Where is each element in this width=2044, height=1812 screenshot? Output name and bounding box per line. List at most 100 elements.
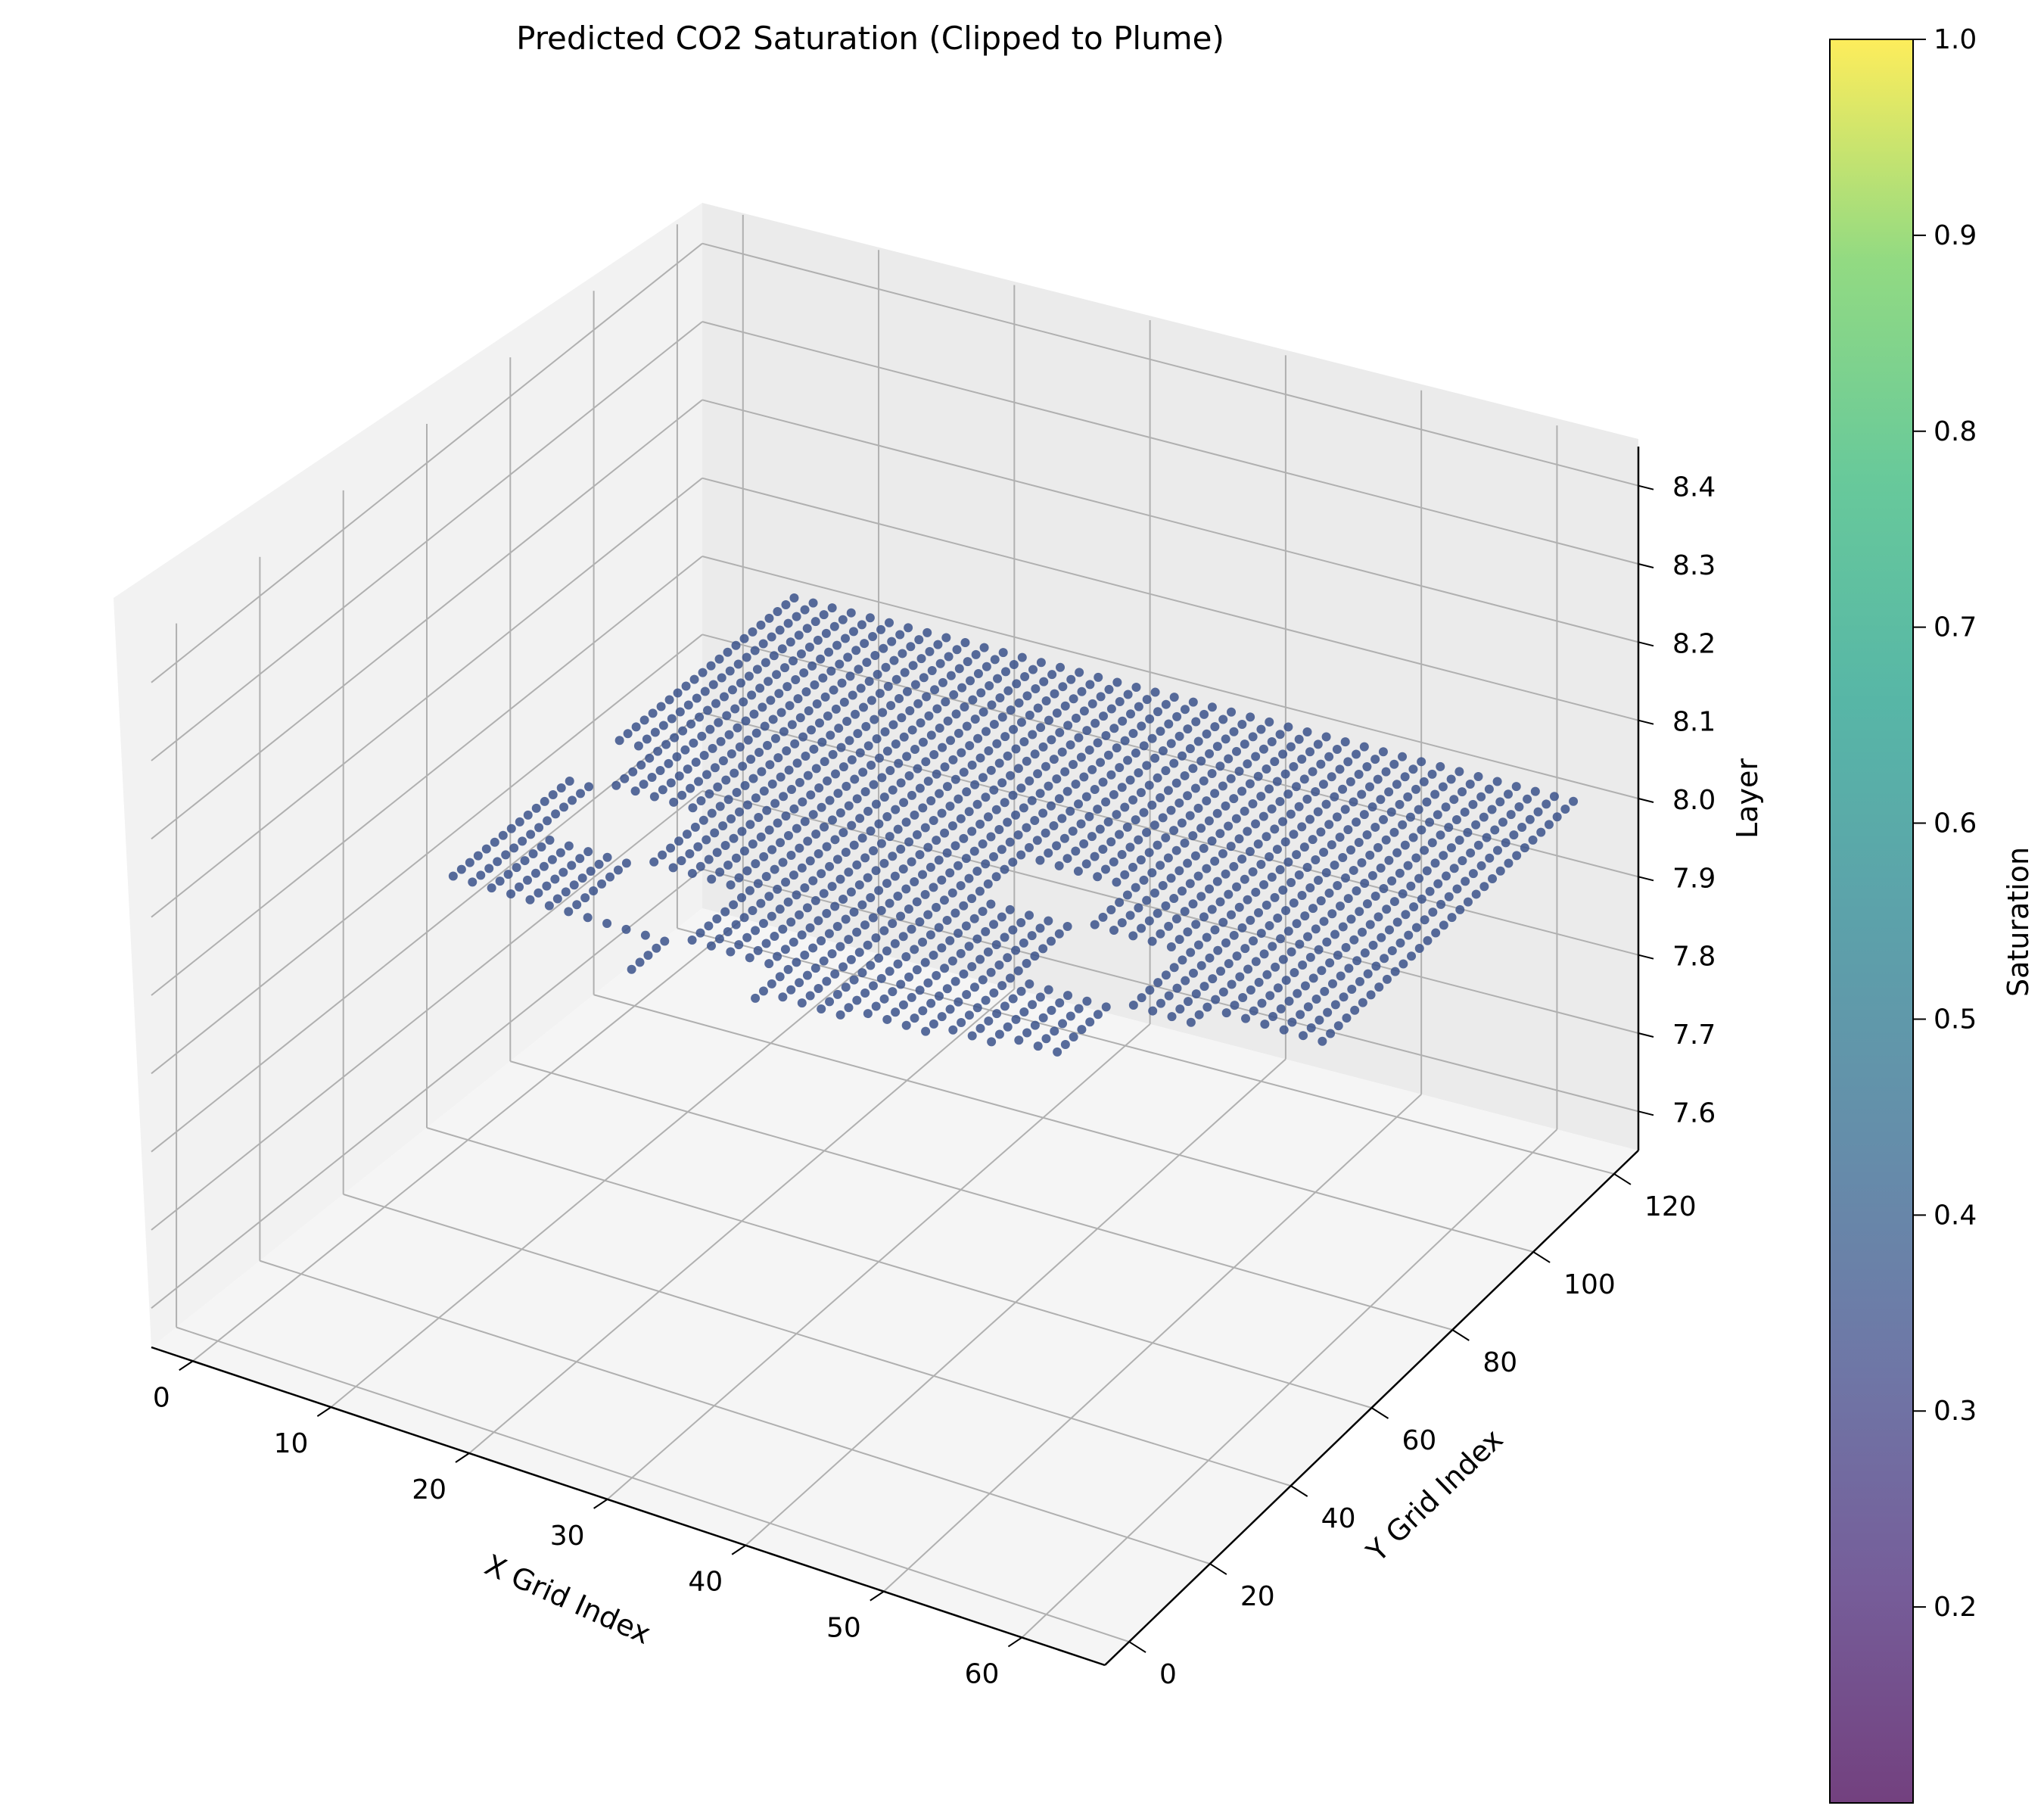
data-point xyxy=(1286,947,1296,957)
data-point xyxy=(797,863,807,873)
data-point xyxy=(937,1012,947,1022)
data-point xyxy=(1090,718,1100,728)
data-point xyxy=(783,830,793,840)
data-point xyxy=(1306,1023,1316,1032)
data-point xyxy=(717,673,726,683)
data-point xyxy=(1033,1041,1043,1051)
grid-line-z-left xyxy=(151,634,703,1075)
data-point xyxy=(788,656,798,666)
data-point xyxy=(1158,813,1168,823)
data-point xyxy=(978,975,988,985)
data-point xyxy=(1060,701,1070,711)
data-point xyxy=(907,790,916,800)
data-point xyxy=(835,659,845,669)
data-point xyxy=(894,693,904,703)
data-point xyxy=(639,715,649,725)
data-point xyxy=(1012,679,1022,689)
data-point xyxy=(1224,754,1234,764)
data-point xyxy=(965,741,975,751)
data-point xyxy=(1188,968,1198,978)
data-point xyxy=(910,1013,919,1023)
data-point xyxy=(800,605,810,615)
data-point xyxy=(1305,747,1315,757)
data-point xyxy=(1379,814,1389,824)
data-point xyxy=(918,803,928,813)
data-point xyxy=(683,700,693,710)
data-point xyxy=(621,924,631,934)
data-point xyxy=(814,916,823,926)
data-point xyxy=(1172,983,1182,993)
data-point xyxy=(1125,842,1135,852)
data-point xyxy=(929,816,938,826)
data-point xyxy=(633,741,643,751)
data-point xyxy=(1327,840,1336,850)
data-point xyxy=(1340,805,1350,814)
data-point xyxy=(1207,836,1217,846)
data-point xyxy=(987,700,997,710)
data-point xyxy=(1052,708,1062,718)
data-point xyxy=(1163,786,1173,795)
data-point xyxy=(559,802,569,812)
data-point xyxy=(793,694,803,704)
y-tick-label: 80 xyxy=(1482,1347,1517,1378)
data-point xyxy=(751,993,761,1003)
data-point xyxy=(967,827,977,836)
data-point xyxy=(925,646,935,656)
z-tick-label: 7.9 xyxy=(1672,863,1716,894)
data-point xyxy=(775,625,785,635)
data-point xyxy=(1268,1012,1278,1022)
data-point xyxy=(695,928,705,938)
data-point xyxy=(1062,854,1072,864)
data-point xyxy=(537,842,546,852)
data-point xyxy=(921,1026,931,1036)
y-tick-mark xyxy=(1209,1563,1227,1575)
data-point xyxy=(1227,979,1237,989)
data-point xyxy=(1009,660,1019,670)
data-point xyxy=(1433,879,1443,889)
data-point xyxy=(901,1020,911,1030)
data-point xyxy=(1185,744,1195,754)
data-point xyxy=(673,688,683,698)
data-point xyxy=(1501,838,1510,848)
data-point xyxy=(689,674,699,684)
data-point xyxy=(1006,771,1016,780)
data-point xyxy=(667,714,677,724)
data-point xyxy=(1183,724,1193,734)
data-point xyxy=(677,790,687,800)
data-point xyxy=(1074,733,1084,743)
data-point xyxy=(803,836,813,846)
data-point xyxy=(937,943,947,953)
data-point xyxy=(1240,806,1249,816)
data-point xyxy=(1302,863,1312,873)
data-point xyxy=(746,755,756,764)
data-point xyxy=(1256,724,1266,734)
x-tick-mark xyxy=(179,1360,194,1371)
data-point xyxy=(1030,951,1040,961)
data-point xyxy=(1346,777,1355,786)
data-point xyxy=(1055,998,1065,1008)
data-point xyxy=(1370,755,1380,764)
data-point xyxy=(920,957,930,967)
data-point xyxy=(733,723,742,733)
data-point xyxy=(860,786,870,796)
data-point xyxy=(569,880,579,890)
data-point xyxy=(839,697,849,707)
data-point xyxy=(1077,687,1087,696)
data-point xyxy=(1057,814,1067,823)
data-point xyxy=(520,856,530,866)
data-point xyxy=(677,856,686,866)
data-point xyxy=(1082,996,1092,1006)
data-point xyxy=(994,758,1004,768)
data-point xyxy=(674,836,684,846)
data-point xyxy=(1104,684,1114,694)
data-point xyxy=(954,794,963,804)
data-point xyxy=(972,799,982,809)
data-point xyxy=(770,799,780,808)
data-point xyxy=(1327,909,1337,919)
data-point xyxy=(1352,749,1361,759)
data-point xyxy=(779,727,789,736)
data-point xyxy=(1229,794,1239,804)
data-point xyxy=(866,696,876,705)
data-point xyxy=(636,760,646,770)
data-point xyxy=(564,841,574,851)
